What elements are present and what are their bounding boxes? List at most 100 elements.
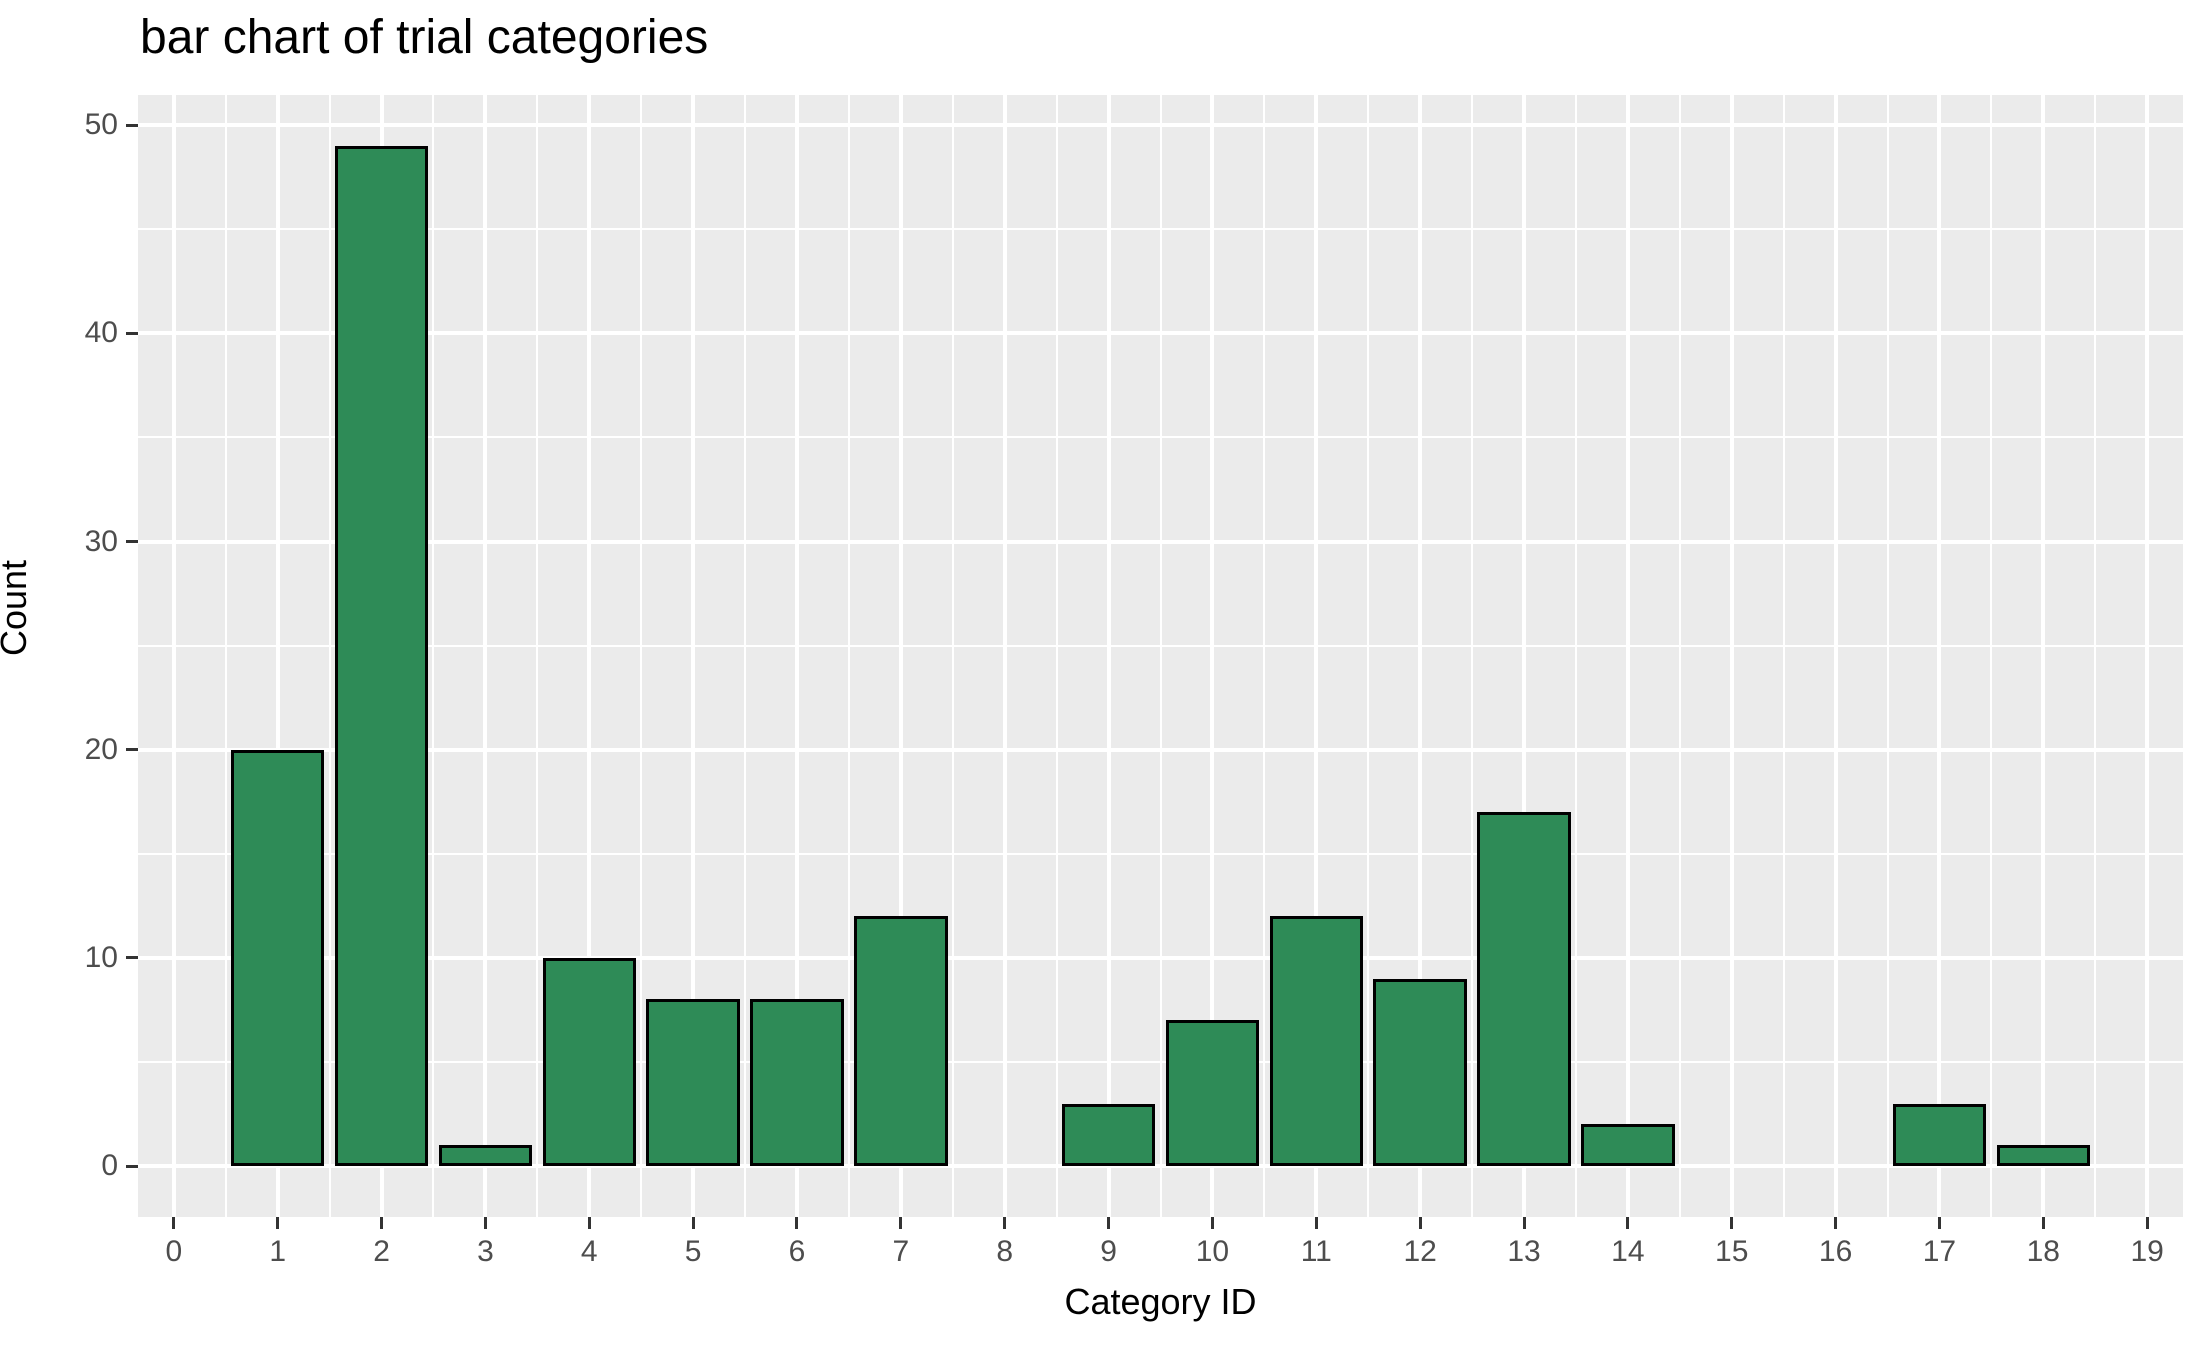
gridline-major-h: [138, 539, 2183, 544]
x-tick-label: 10: [1195, 1235, 1230, 1268]
gridline-minor-v: [744, 95, 747, 1217]
x-tick-label: 3: [477, 1235, 494, 1268]
gridline-minor-v: [1886, 95, 1889, 1217]
x-tick-mark: [1937, 1217, 1941, 1229]
gridline-major-v: [1314, 95, 1319, 1217]
gridline-minor-v: [328, 95, 331, 1217]
bar-category-13: [1477, 812, 1571, 1166]
x-tick-mark: [1418, 1217, 1422, 1229]
y-tick-label: 50: [84, 108, 118, 142]
gridline-major-v: [794, 95, 799, 1217]
bar-category-6: [750, 999, 844, 1166]
bar-category-12: [1373, 978, 1467, 1166]
x-tick-label: 18: [2026, 1235, 2060, 1268]
x-tick-label: 16: [1818, 1235, 1853, 1268]
x-tick-label: 1: [269, 1235, 287, 1268]
x-tick-mark: [1003, 1217, 1007, 1229]
bar-category-3: [438, 1145, 533, 1166]
gridline-minor-v: [1990, 95, 1993, 1217]
gridline-minor-v: [1367, 95, 1370, 1217]
gridline-major-v: [2145, 95, 2150, 1217]
bar-category-4: [542, 957, 636, 1166]
y-tick-label: 0: [101, 1149, 118, 1182]
gridline-major-v: [1210, 95, 1215, 1217]
gridline-major-v: [1729, 95, 1734, 1217]
x-tick-mark: [483, 1217, 487, 1229]
x-tick-mark: [1314, 1217, 1318, 1229]
x-tick-mark: [2041, 1217, 2045, 1229]
x-tick-mark: [1730, 1217, 1734, 1229]
x-tick-label: 17: [1922, 1235, 1957, 1268]
bar-category-7: [854, 916, 948, 1166]
gridline-minor-v: [1263, 95, 1266, 1217]
x-tick-label: 14: [1611, 1235, 1645, 1268]
x-tick-mark: [1210, 1217, 1214, 1229]
x-tick-label: 0: [165, 1235, 183, 1268]
bar-category-2: [334, 146, 429, 1166]
x-tick-mark: [1834, 1217, 1838, 1229]
y-tick-label: 10: [84, 940, 118, 974]
gridline-minor-v: [1782, 95, 1785, 1217]
gridline-minor-v: [2094, 95, 2097, 1217]
x-tick-mark: [587, 1217, 591, 1229]
gridline-major-v: [2041, 95, 2046, 1217]
gridline-major-v: [1625, 95, 1630, 1217]
gridline-major-v: [171, 95, 176, 1217]
gridline-major-v: [587, 95, 592, 1217]
y-tick-mark: [126, 956, 138, 960]
x-tick-mark: [1626, 1217, 1630, 1229]
gridline-major-h: [138, 331, 2183, 336]
plot-panel: [138, 95, 2183, 1217]
y-tick-mark: [126, 540, 138, 543]
gridline-minor-v: [1055, 95, 1058, 1217]
x-tick-mark: [1107, 1217, 1111, 1229]
y-tick-label: 30: [84, 524, 118, 558]
x-tick-label: 9: [1100, 1235, 1117, 1268]
x-axis-title: Category ID: [1064, 1281, 1257, 1322]
gridline-major-v: [1522, 95, 1526, 1217]
bar-category-5: [646, 999, 740, 1166]
bar-category-11: [1269, 916, 1364, 1166]
bar-category-18: [1996, 1145, 2091, 1166]
x-tick-label: 6: [788, 1235, 806, 1268]
y-tick-label: 40: [84, 316, 118, 350]
gridline-minor-v: [640, 95, 643, 1217]
y-tick-mark: [126, 748, 138, 752]
gridline-minor-v: [847, 95, 850, 1217]
x-tick-mark: [172, 1217, 176, 1229]
gridline-major-h: [138, 955, 2183, 960]
gridline-major-v: [1833, 95, 1838, 1217]
x-tick-label: 4: [580, 1235, 598, 1268]
x-tick-label: 13: [1507, 1235, 1541, 1268]
gridline-major-v: [1418, 95, 1423, 1217]
gridline-minor-v: [536, 95, 539, 1217]
x-tick-mark: [380, 1217, 384, 1229]
x-tick-label: 5: [684, 1235, 702, 1268]
gridline-major-v: [691, 95, 696, 1217]
gridline-minor-v: [1574, 95, 1577, 1217]
x-tick-label: 11: [1300, 1235, 1332, 1268]
gridline-minor-v: [224, 95, 227, 1217]
gridline-major-h: [138, 747, 2183, 752]
x-tick-mark: [691, 1217, 695, 1229]
gridline-major-v: [1106, 95, 1111, 1217]
gridline-minor-v: [1471, 95, 1474, 1217]
gridline-minor-v: [951, 95, 954, 1217]
x-tick-label: 19: [2130, 1235, 2164, 1268]
gridline-major-v: [898, 95, 903, 1217]
gridline-major-v: [1937, 95, 1942, 1217]
y-tick-label: 20: [84, 732, 118, 766]
x-tick-label: 2: [373, 1235, 390, 1268]
bar-category-9: [1061, 1103, 1156, 1166]
x-tick-label: 12: [1403, 1235, 1437, 1268]
bar-category-10: [1165, 1020, 1260, 1166]
gridline-minor-v: [1678, 95, 1681, 1217]
gridline-major-h: [138, 123, 2183, 128]
x-tick-label: 7: [892, 1235, 910, 1268]
bar-category-1: [230, 749, 325, 1166]
gridline-minor-v: [432, 95, 435, 1217]
gridline-minor-v: [1159, 95, 1162, 1217]
gridline-major-v: [483, 95, 488, 1217]
x-tick-mark: [899, 1217, 903, 1229]
